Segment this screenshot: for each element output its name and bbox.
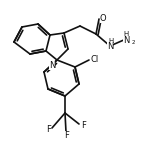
Text: O: O xyxy=(100,14,106,23)
Text: H: H xyxy=(123,31,129,37)
Text: H: H xyxy=(108,38,114,44)
Text: N: N xyxy=(107,42,113,51)
Text: F: F xyxy=(82,120,86,129)
Text: F: F xyxy=(47,126,52,134)
Text: N: N xyxy=(123,35,129,44)
Text: 2: 2 xyxy=(131,39,135,44)
Text: F: F xyxy=(65,131,69,139)
Text: N: N xyxy=(49,61,55,70)
Text: Cl: Cl xyxy=(91,55,99,63)
